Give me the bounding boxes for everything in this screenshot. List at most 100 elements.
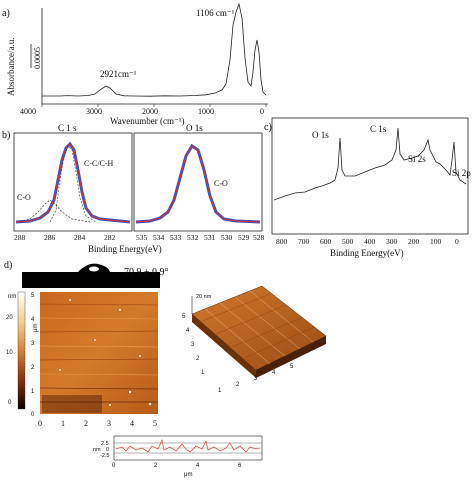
colorbar-tick: 10	[6, 350, 13, 356]
o1s-xtick-label: 530	[221, 233, 233, 242]
survey-spectrum	[273, 127, 467, 201]
afm-ytick: 3	[31, 341, 35, 347]
panel-a: a) 4000 3000 2000 1000 0 Wavenumber (cm⁻…	[2, 2, 268, 126]
profile-xtick: 0	[112, 463, 116, 469]
panel-b: b) C 1 s C-C/C-H C-O 288 286 284 282 O 1…	[2, 123, 265, 254]
afm-ytick: 4	[31, 317, 35, 323]
contact-angle-value: 70.9 ± 0.9°	[124, 267, 169, 278]
colorbar-unit: nm	[8, 294, 16, 300]
survey-xtick-label: 300	[386, 237, 398, 246]
c1s-xtick-label: 284	[74, 233, 86, 242]
survey-xtick-label: 100	[430, 237, 442, 246]
panel-a-xtick-label: 4000	[20, 107, 36, 116]
panel-a-peak-label: 2921cm⁻¹	[100, 69, 137, 79]
afm-xtick: 2	[84, 419, 88, 428]
panel-d: d) 70.9 ± 0.9° nm 20 10 0	[4, 260, 327, 478]
afm-ytick: 0	[31, 412, 35, 418]
panel-a-xtick-label: 2000	[142, 107, 158, 116]
colorbar-tick: 0	[8, 400, 12, 406]
survey-xtick-label: 400	[364, 237, 376, 246]
o1s-xtick-label: 528	[253, 233, 265, 242]
afm-ytick: 5	[31, 293, 35, 299]
panel-a-peak-label: 1106 cm⁻¹	[196, 8, 235, 18]
panel-a-label: a)	[2, 8, 10, 19]
panel-d-label: d)	[4, 260, 12, 271]
height-profile	[115, 439, 261, 453]
o1s-fit-curve	[135, 145, 261, 223]
afm3d-ytick: 2	[196, 356, 200, 362]
profile-xtick: 6	[238, 463, 242, 469]
afm3d-xtick: 1	[218, 388, 222, 394]
panel-a-scale-bar-label: 0.0005	[33, 47, 42, 69]
panel-b-label: b)	[2, 130, 10, 141]
c1s-xtick-label: 282	[104, 233, 116, 242]
o1s-xtick-label: 533	[170, 233, 182, 242]
afm-xtick: 3	[107, 419, 111, 428]
afm3d-xtick: 3	[254, 376, 258, 382]
c1s-xtick-label: 286	[44, 233, 56, 242]
survey-xtick-label: 0	[455, 237, 459, 246]
afm3d-ytick: 1	[201, 370, 205, 376]
survey-peak-label: Si 2s	[408, 154, 426, 164]
profile-xtick: 2	[154, 463, 158, 469]
panel-c-label: c)	[264, 122, 272, 133]
panel-a-x-axis-label: Wavenumber (cm⁻¹)	[110, 116, 184, 126]
contact-angle-image	[22, 272, 160, 288]
o1s-peak-label: C-O	[214, 179, 228, 188]
afm3d-xtick: 4	[272, 370, 276, 376]
colorbar-tick: 20	[6, 315, 13, 321]
colorbar	[17, 291, 26, 410]
c1s-co-component	[19, 199, 91, 223]
survey-peak-label: C 1s	[370, 124, 387, 134]
profile-ytick: 2.5	[101, 441, 109, 447]
afm3d-xtick: 2	[236, 382, 240, 388]
profile-x-axis-label: μm	[184, 472, 192, 478]
profile-ytick: -2.5	[100, 453, 109, 459]
afm-xtick: 5	[153, 419, 157, 428]
survey-xtick-label: 500	[342, 237, 354, 246]
c1s-data-points	[15, 141, 131, 224]
panel-a-xtick-label: 0	[260, 107, 264, 116]
o1s-plot-frame	[133, 132, 263, 232]
survey-xtick-label: 700	[298, 237, 310, 246]
c1s-peak-label: C-C/C-H	[84, 159, 114, 168]
o1s-xtick-label: 535	[136, 233, 148, 242]
c1s-plot-frame	[13, 132, 133, 232]
o1s-xtick-label: 534	[153, 233, 165, 242]
c1s-fit-envelope	[15, 143, 131, 223]
afm-xtick: 4	[130, 419, 134, 428]
survey-xtick-label: 800	[276, 237, 288, 246]
survey-peak-label: Si 2p	[452, 168, 471, 178]
c1s-co-label: C-O	[17, 193, 31, 202]
c1s-cc-component	[49, 145, 97, 223]
o1s-xtick-label: 532	[187, 233, 199, 242]
panel-c-x-axis-label: Binding Energy(eV)	[330, 248, 404, 258]
afm-3d-surface	[191, 285, 327, 378]
panel-a-ftir-spectrum	[42, 2, 267, 97]
afm-ytick: 2	[31, 365, 35, 371]
afm3d-ytick: 4	[186, 328, 190, 334]
afm-texture	[39, 299, 159, 413]
c1s-title: C 1 s	[58, 123, 77, 133]
survey-xtick-label: 200	[408, 237, 420, 246]
afm-y-axis-unit: μm	[33, 324, 39, 332]
survey-peak-label: O 1s	[312, 130, 329, 140]
afm-xtick: 1	[61, 419, 65, 428]
profile-ytick: 0	[106, 447, 109, 453]
survey-plot-frame	[271, 117, 469, 235]
afm-height-map	[40, 292, 158, 414]
o1s-title: O 1s	[186, 123, 203, 133]
afm-xtick: 0	[38, 419, 42, 428]
panel-a-y-axis-label: Absorbance/a.u.	[6, 38, 16, 96]
survey-xtick-label: 600	[320, 237, 332, 246]
o1s-xtick-label: 531	[204, 233, 216, 242]
droplet-highlight	[89, 266, 99, 272]
o1s-xtick-label: 529	[238, 233, 250, 242]
afm3d-ytick: 5	[182, 314, 186, 320]
panel-b-x-axis-label: Binding Energy(eV)	[88, 244, 162, 254]
panel-a-xtick-label: 1000	[198, 107, 214, 116]
afm3d-z-label: 20 nm	[196, 294, 212, 300]
panel-a-xtick-label: 3000	[86, 107, 102, 116]
